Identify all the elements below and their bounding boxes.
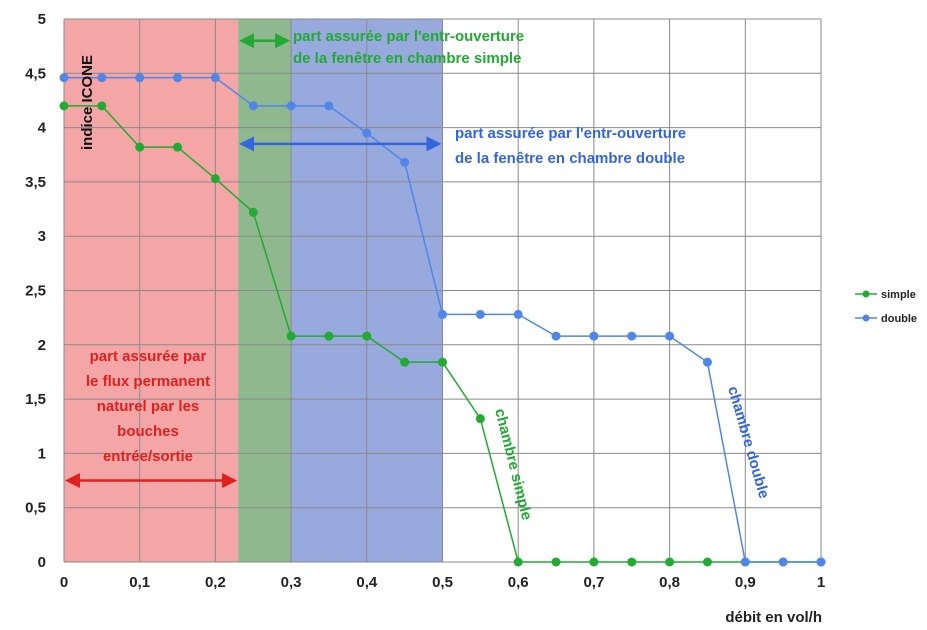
data-point-double	[740, 557, 750, 567]
y-tick-label: 2,5	[25, 283, 46, 300]
data-point-double	[400, 157, 410, 167]
annotation-permanent-line5: entrée/sortie	[103, 448, 193, 465]
data-point-double	[589, 331, 599, 341]
annotation-permanent-line2: le flux permanent	[86, 373, 210, 390]
y-tick-label: 0,5	[25, 500, 46, 517]
y-tick-label: 3	[38, 228, 46, 245]
data-point-simple	[627, 557, 637, 567]
data-point-simple	[665, 557, 675, 567]
y-tick-label: 5	[38, 11, 46, 28]
x-tick-label: 0,5	[432, 574, 453, 591]
y-tick-label: 1,5	[25, 391, 46, 408]
data-point-simple	[702, 557, 712, 567]
y-tick-labels: 0 0,5 1 1,5 2 2,5 3 3,5 4 4,5 5	[25, 11, 47, 571]
data-point-double	[286, 101, 296, 111]
data-point-double	[135, 73, 145, 83]
y-tick-label: 2	[38, 337, 46, 354]
y-axis-label: indice ICONE	[79, 55, 96, 150]
y-tick-label: 3,5	[25, 174, 46, 191]
data-point-simple	[438, 357, 447, 367]
data-point-simple	[551, 557, 561, 567]
data-point-double	[97, 73, 107, 83]
data-point-simple	[173, 142, 183, 152]
annotation-permanent-line1: part assurée par	[90, 348, 207, 365]
series-simple	[59, 101, 826, 567]
annotation-curve-double: chambre double	[724, 384, 772, 500]
data-point-double	[210, 73, 220, 83]
data-point-simple	[400, 357, 410, 367]
data-point-simple	[513, 557, 523, 567]
annotation-simple-zone-line1: part assurée par l'entr-ouverture	[293, 28, 524, 45]
data-point-double	[362, 128, 372, 138]
data-point-double	[248, 101, 258, 111]
data-point-simple	[589, 557, 599, 567]
x-tick-labels: 0 0,1 0,2 0,3 0,4 0,5 0,6 0,7 0,8 0,9 1	[60, 574, 825, 591]
data-point-double	[59, 73, 69, 83]
data-point-double	[665, 331, 675, 341]
x-tick-label: 0	[60, 574, 68, 591]
y-tick-label: 1	[38, 445, 46, 462]
y-tick-label: 0	[38, 554, 46, 571]
data-point-double	[627, 331, 637, 341]
x-tick-label: 0,4	[356, 574, 378, 591]
data-point-simple	[210, 174, 220, 184]
data-point-double	[438, 309, 447, 319]
x-tick-label: 0,7	[583, 574, 604, 591]
data-point-double	[475, 309, 485, 319]
data-point-simple	[475, 414, 485, 424]
data-point-double	[551, 331, 561, 341]
x-tick-label: 0,8	[659, 574, 680, 591]
legend-simple-label: simple	[881, 289, 916, 301]
legend-double-marker	[862, 314, 870, 322]
legend-double-label: double	[881, 313, 917, 325]
x-tick-label: 0,2	[205, 574, 226, 591]
data-point-simple	[286, 331, 296, 341]
data-point-double	[702, 357, 712, 367]
legend: simple double	[855, 289, 917, 325]
series-double	[59, 73, 826, 567]
annotation-arrows	[65, 33, 442, 489]
legend-simple-marker	[862, 290, 870, 298]
data-point-simple	[362, 331, 372, 341]
data-point-double	[778, 557, 788, 567]
x-tick-label: 0,9	[735, 574, 756, 591]
data-point-double	[513, 309, 523, 319]
annotation-curve-simple: chambre simple	[491, 407, 535, 522]
annotation-permanent-line4: bouches	[117, 423, 179, 440]
x-axis-label: débit en vol/h	[725, 609, 822, 626]
annotation-double-zone-line1: part assurée par l'entr-ouverture	[455, 125, 686, 142]
x-tick-label: 0,3	[281, 574, 302, 591]
data-point-double	[816, 557, 826, 567]
x-tick-label: 0,1	[129, 574, 150, 591]
x-tick-label: 0,6	[508, 574, 529, 591]
data-point-simple	[324, 331, 334, 341]
data-point-double	[324, 101, 334, 111]
annotation-permanent-line3: naturel par les	[97, 398, 200, 415]
annotation-double-zone-line2: de la fenêtre en chambre double	[455, 150, 685, 167]
data-point-simple	[59, 101, 69, 111]
annotation-simple-zone-line2: de la fenêtre en chambre simple	[293, 50, 521, 67]
y-tick-label: 4,5	[25, 65, 46, 82]
x-tick-label: 1	[817, 574, 825, 591]
data-point-simple	[248, 207, 258, 217]
y-tick-label: 4	[38, 120, 47, 137]
gridlines	[63, 18, 822, 563]
data-point-simple	[135, 142, 145, 152]
data-point-double	[173, 73, 183, 83]
data-point-simple	[97, 101, 107, 111]
